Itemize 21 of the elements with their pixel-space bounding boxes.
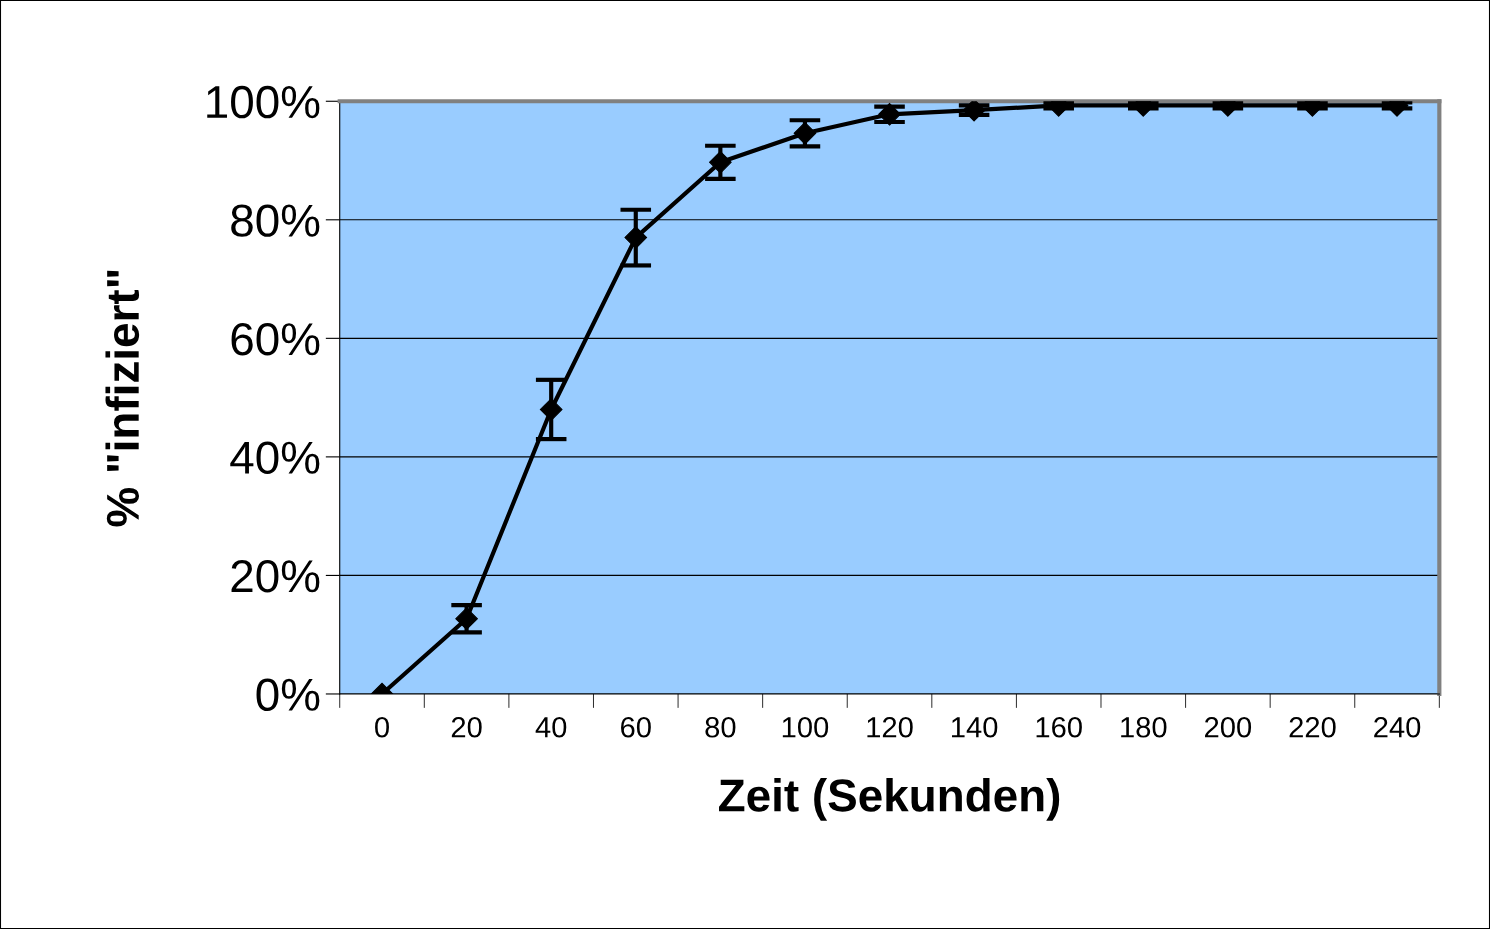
x-tick-label: 40 xyxy=(535,716,567,738)
x-tick-label: 200 xyxy=(1205,716,1252,738)
x-tick-label: 160 xyxy=(1036,716,1082,738)
x-axis-title: Zeit (Sekunden) xyxy=(719,778,1060,821)
x-tick-label: 0 xyxy=(375,716,389,738)
y-tick-label: 40% xyxy=(230,441,320,474)
x-tick-label: 240 xyxy=(1374,716,1421,738)
x-tick-label: 100 xyxy=(782,716,829,738)
y-tick-label: 20% xyxy=(231,560,320,593)
y-tick-label: 100% xyxy=(207,85,320,119)
y-tick-label: 0% xyxy=(256,678,320,712)
x-tick-label: 80 xyxy=(705,716,736,738)
x-tick-label: 20 xyxy=(451,716,482,738)
x-tick-label: 120 xyxy=(867,716,913,738)
x-tick-label: 180 xyxy=(1121,716,1167,738)
x-tick-label: 140 xyxy=(952,716,998,738)
x-tick-label: 220 xyxy=(1289,716,1336,738)
y-axis-title: % "infiziert" xyxy=(105,270,140,527)
x-tick-label: 60 xyxy=(621,716,651,738)
y-tick-label: 60% xyxy=(231,322,320,356)
y-tick-label: 80% xyxy=(231,204,320,237)
